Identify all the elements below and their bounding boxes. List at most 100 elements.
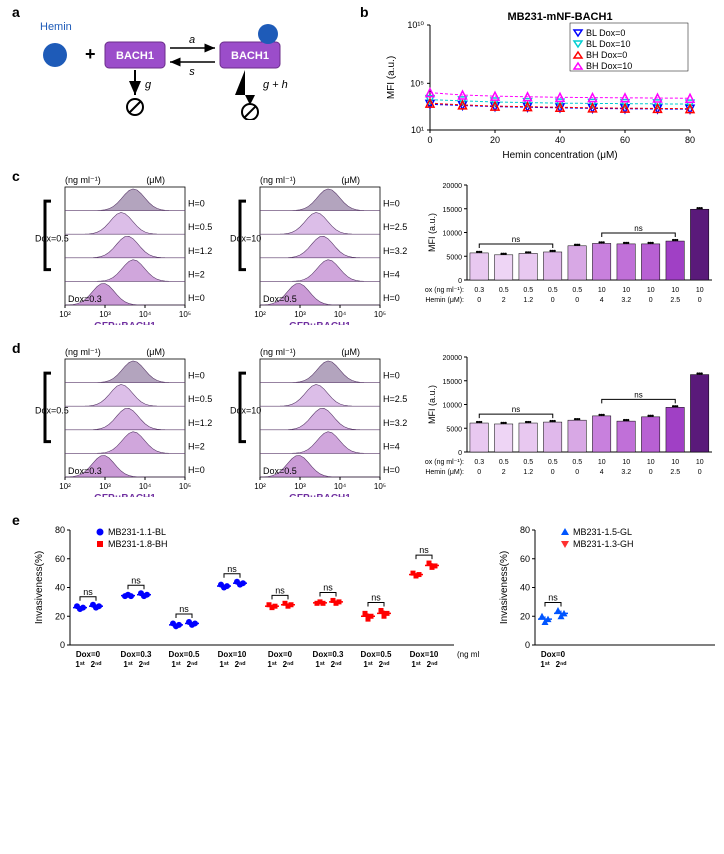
svg-text:ns: ns — [512, 235, 520, 244]
svg-text:10000: 10000 — [443, 403, 463, 410]
svg-text:0: 0 — [458, 450, 462, 457]
svg-text:0: 0 — [649, 297, 653, 304]
svg-text:Dox=10: Dox=10 — [218, 650, 247, 659]
svg-text:1ˢᵗ: 1ˢᵗ — [315, 660, 324, 669]
svg-text:MFI (a.u.): MFI (a.u.) — [427, 213, 437, 252]
svg-text:40: 40 — [55, 583, 65, 593]
svg-text:H=0: H=0 — [188, 293, 205, 303]
svg-text:g: g — [145, 79, 152, 91]
svg-text:20000: 20000 — [443, 355, 463, 362]
svg-text:10²: 10² — [59, 310, 71, 319]
svg-text:5000: 5000 — [446, 426, 462, 433]
svg-text:GFP::BACH1: GFP::BACH1 — [94, 493, 156, 497]
svg-text:0.5: 0.5 — [523, 459, 533, 466]
svg-text:(μM): (μM) — [341, 347, 360, 357]
svg-text:ns: ns — [179, 604, 189, 614]
svg-text:MB231-1.8-BH: MB231-1.8-BH — [108, 539, 168, 549]
svg-text:10⁵: 10⁵ — [179, 482, 191, 491]
svg-text:0: 0 — [458, 278, 462, 285]
svg-text:10: 10 — [671, 287, 679, 294]
panel-d-hist-left: (ng ml⁻¹)(μM)H=0H=0.5H=1.2H=2H=0Dox=0.5D… — [30, 347, 220, 497]
svg-text:10: 10 — [622, 287, 630, 294]
svg-text:Dox=0.5: Dox=0.5 — [263, 466, 297, 476]
svg-text:0: 0 — [525, 640, 530, 650]
svg-text:(ng ml⁻¹): (ng ml⁻¹) — [457, 650, 480, 659]
svg-text:ns: ns — [371, 593, 381, 603]
svg-text:60: 60 — [620, 135, 630, 145]
svg-text:60: 60 — [520, 554, 530, 564]
svg-text:10: 10 — [696, 459, 704, 466]
svg-text:MB231-1.1-BL: MB231-1.1-BL — [108, 527, 166, 537]
svg-text:H=2.5: H=2.5 — [383, 394, 407, 404]
svg-text:20000: 20000 — [443, 183, 463, 190]
svg-text:0: 0 — [551, 297, 555, 304]
svg-text:2: 2 — [502, 297, 506, 304]
svg-text:Invasiveness(%): Invasiveness(%) — [499, 551, 510, 624]
svg-text:10000: 10000 — [443, 231, 463, 238]
svg-text:Dox (ng ml⁻¹):: Dox (ng ml⁻¹): — [425, 459, 464, 466]
svg-text:0.5: 0.5 — [572, 459, 582, 466]
svg-text:0.5: 0.5 — [523, 287, 533, 294]
svg-text:Dox=0.3: Dox=0.3 — [68, 294, 102, 304]
svg-text:10⁵: 10⁵ — [374, 310, 386, 319]
svg-text:10³: 10³ — [294, 310, 306, 319]
svg-text:MFI (a.u.): MFI (a.u.) — [427, 385, 437, 424]
svg-text:1ˢᵗ: 1ˢᵗ — [219, 660, 228, 669]
svg-text:40: 40 — [520, 583, 530, 593]
svg-text:10: 10 — [647, 287, 655, 294]
svg-text:10⁵: 10⁵ — [410, 78, 424, 88]
svg-text:2ⁿᵈ: 2ⁿᵈ — [556, 660, 567, 669]
svg-text:20: 20 — [490, 135, 500, 145]
svg-text:10³: 10³ — [294, 482, 306, 491]
svg-text:BH Dox=0: BH Dox=0 — [586, 50, 627, 60]
panel-e-left: 020406080Invasiveness(%)MB231-1.1-BLMB23… — [30, 520, 480, 700]
panel-b-label: b — [360, 4, 369, 20]
svg-text:10⁵: 10⁵ — [179, 310, 191, 319]
panel-e-right: 020406080Invasiveness(%)MB231-1.5-GLMB23… — [495, 520, 715, 700]
svg-text:H=4: H=4 — [383, 441, 400, 451]
svg-text:Hemin concentration (μM): Hemin concentration (μM) — [502, 150, 617, 160]
svg-text:3.2: 3.2 — [621, 469, 631, 476]
svg-text:10³: 10³ — [99, 482, 111, 491]
svg-text:ns: ns — [634, 224, 642, 233]
svg-text:0: 0 — [477, 469, 481, 476]
svg-text:80: 80 — [55, 525, 65, 535]
svg-text:1ˢᵗ: 1ˢᵗ — [75, 660, 84, 669]
svg-text:Dox=0: Dox=0 — [76, 650, 101, 659]
svg-text:Dox=10: Dox=10 — [410, 650, 439, 659]
svg-text:10²: 10² — [254, 482, 266, 491]
svg-text:H=3.2: H=3.2 — [383, 418, 407, 428]
svg-text:15000: 15000 — [443, 207, 463, 214]
svg-text:H=0: H=0 — [188, 465, 205, 475]
svg-text:Dox (ng ml⁻¹):: Dox (ng ml⁻¹): — [425, 287, 464, 294]
svg-text:(μM): (μM) — [146, 175, 165, 185]
svg-text:1.2: 1.2 — [523, 297, 533, 304]
svg-text:Dox=0.3: Dox=0.3 — [68, 466, 102, 476]
svg-text:ns: ns — [83, 587, 93, 597]
svg-text:Dox=0: Dox=0 — [541, 650, 566, 659]
svg-text:H=0.5: H=0.5 — [188, 222, 212, 232]
svg-text:2.5: 2.5 — [670, 469, 680, 476]
svg-text:0: 0 — [60, 640, 65, 650]
svg-text:Dox=10: Dox=10 — [230, 233, 261, 243]
svg-text:0.5: 0.5 — [499, 459, 509, 466]
svg-text:H=0: H=0 — [383, 293, 400, 303]
svg-text:1ˢᵗ: 1ˢᵗ — [540, 660, 549, 669]
svg-text:MB231-mNF-BACH1: MB231-mNF-BACH1 — [507, 11, 612, 23]
svg-text:10⁴: 10⁴ — [139, 482, 152, 491]
panel-e-label: e — [12, 512, 20, 528]
svg-text:0.5: 0.5 — [499, 287, 509, 294]
svg-text:2ⁿᵈ: 2ⁿᵈ — [331, 660, 342, 669]
svg-text:2ⁿᵈ: 2ⁿᵈ — [187, 660, 198, 669]
svg-text:10⁴: 10⁴ — [334, 310, 347, 319]
panel-c-hist-left: (ng ml⁻¹)(μM)H=0H=0.5H=1.2H=2H=0Dox=0.5D… — [30, 175, 220, 325]
panel-a-label: a — [12, 4, 20, 20]
svg-text:4: 4 — [600, 297, 604, 304]
svg-text:Dox=0.5: Dox=0.5 — [35, 233, 69, 243]
svg-text:3.2: 3.2 — [621, 297, 631, 304]
svg-text:2ⁿᵈ: 2ⁿᵈ — [379, 660, 390, 669]
svg-text:ns: ns — [275, 585, 285, 595]
svg-text:80: 80 — [685, 135, 695, 145]
svg-text:20: 20 — [520, 611, 530, 621]
svg-text:15000: 15000 — [443, 379, 463, 386]
